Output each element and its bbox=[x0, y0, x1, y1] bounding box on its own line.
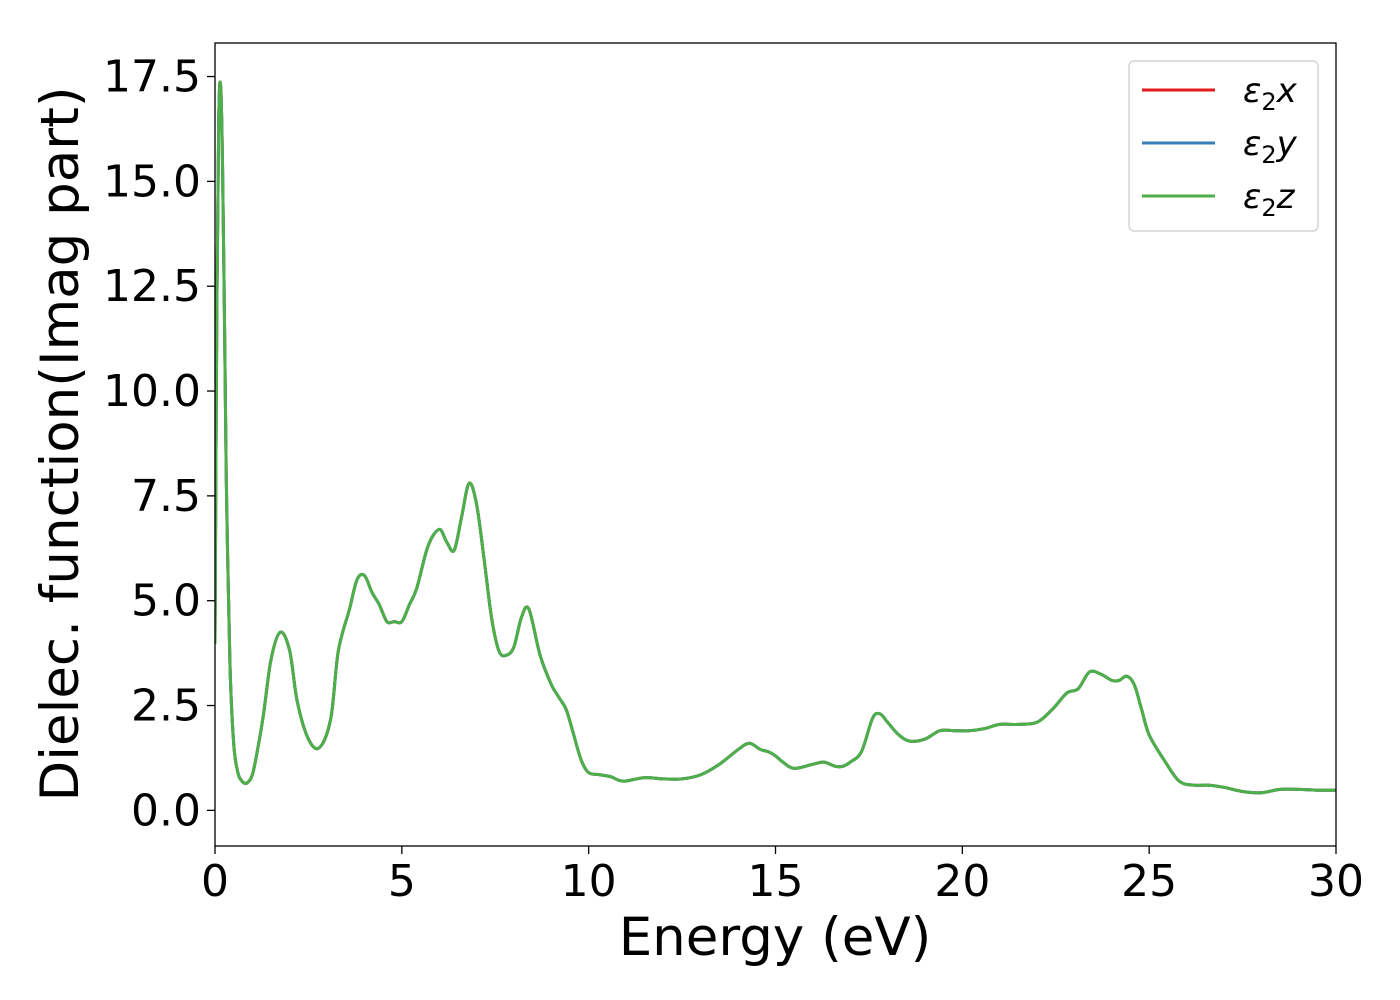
x-tick-label: 15 bbox=[748, 856, 804, 907]
x-tick-label: 20 bbox=[934, 856, 990, 907]
y-tick-label: 0.0 bbox=[131, 785, 201, 836]
x-axis-label: Energy (eV) bbox=[619, 907, 932, 968]
y-tick-label: 17.5 bbox=[103, 52, 201, 103]
x-tick-label: 0 bbox=[201, 856, 229, 907]
x-axis-ticks: 0 5 10 15 20 25 30 bbox=[201, 846, 1364, 907]
y-axis-ticks: 0.0 2.5 5.0 7.5 10.0 12.5 15.0 17.5 bbox=[103, 52, 215, 836]
x-tick-label: 25 bbox=[1121, 856, 1177, 907]
y-tick-label: 7.5 bbox=[131, 471, 201, 522]
x-tick-label: 10 bbox=[561, 856, 617, 907]
legend-box bbox=[1128, 60, 1319, 232]
legend-label-x: ε2x bbox=[1243, 71, 1298, 116]
legend-label-y: ε2y bbox=[1243, 124, 1298, 169]
y-axis-label: Dielec. function(Imag part) bbox=[30, 86, 91, 801]
legend-label-z: ε2z bbox=[1243, 177, 1296, 222]
y-tick-label: 10.0 bbox=[103, 366, 201, 417]
x-tick-label: 30 bbox=[1308, 856, 1364, 907]
series-line-z bbox=[215, 80, 1336, 795]
x-tick-label: 5 bbox=[388, 856, 416, 907]
series-layer bbox=[215, 80, 1336, 795]
y-tick-label: 2.5 bbox=[131, 681, 201, 732]
legend: ε2x ε2y ε2z bbox=[1128, 60, 1319, 232]
y-tick-label: 5.0 bbox=[131, 576, 201, 627]
y-tick-label: 12.5 bbox=[103, 261, 201, 312]
y-tick-label: 15.0 bbox=[103, 156, 201, 207]
